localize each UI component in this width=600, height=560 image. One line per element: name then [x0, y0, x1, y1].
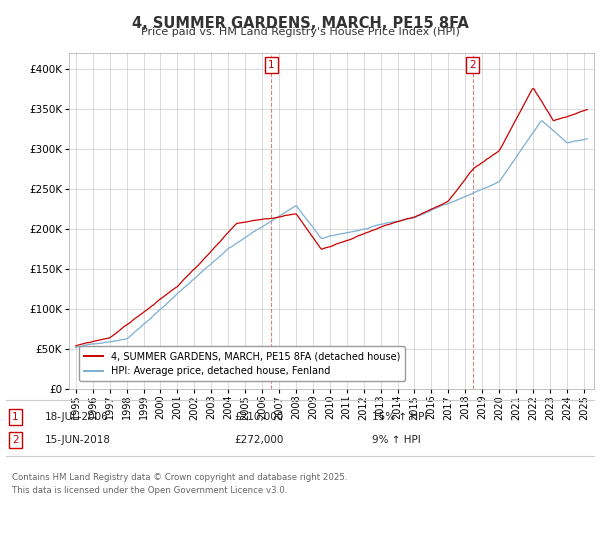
Text: £272,000: £272,000 — [234, 435, 283, 445]
Text: 9% ↑ HPI: 9% ↑ HPI — [372, 435, 421, 445]
Text: 2: 2 — [470, 60, 476, 70]
Text: 2: 2 — [12, 435, 19, 445]
Text: Price paid vs. HM Land Registry's House Price Index (HPI): Price paid vs. HM Land Registry's House … — [140, 27, 460, 37]
Text: 15-JUN-2018: 15-JUN-2018 — [45, 435, 111, 445]
Text: 1: 1 — [12, 412, 19, 422]
Text: £210,000: £210,000 — [234, 412, 283, 422]
Text: 4, SUMMER GARDENS, MARCH, PE15 8FA: 4, SUMMER GARDENS, MARCH, PE15 8FA — [131, 16, 469, 31]
Text: Contains HM Land Registry data © Crown copyright and database right 2025.
This d: Contains HM Land Registry data © Crown c… — [12, 473, 347, 494]
Text: 15% ↑ HPI: 15% ↑ HPI — [372, 412, 427, 422]
Text: 1: 1 — [268, 60, 275, 70]
Text: 18-JUL-2006: 18-JUL-2006 — [45, 412, 109, 422]
Legend: 4, SUMMER GARDENS, MARCH, PE15 8FA (detached house), HPI: Average price, detache: 4, SUMMER GARDENS, MARCH, PE15 8FA (deta… — [79, 347, 406, 381]
